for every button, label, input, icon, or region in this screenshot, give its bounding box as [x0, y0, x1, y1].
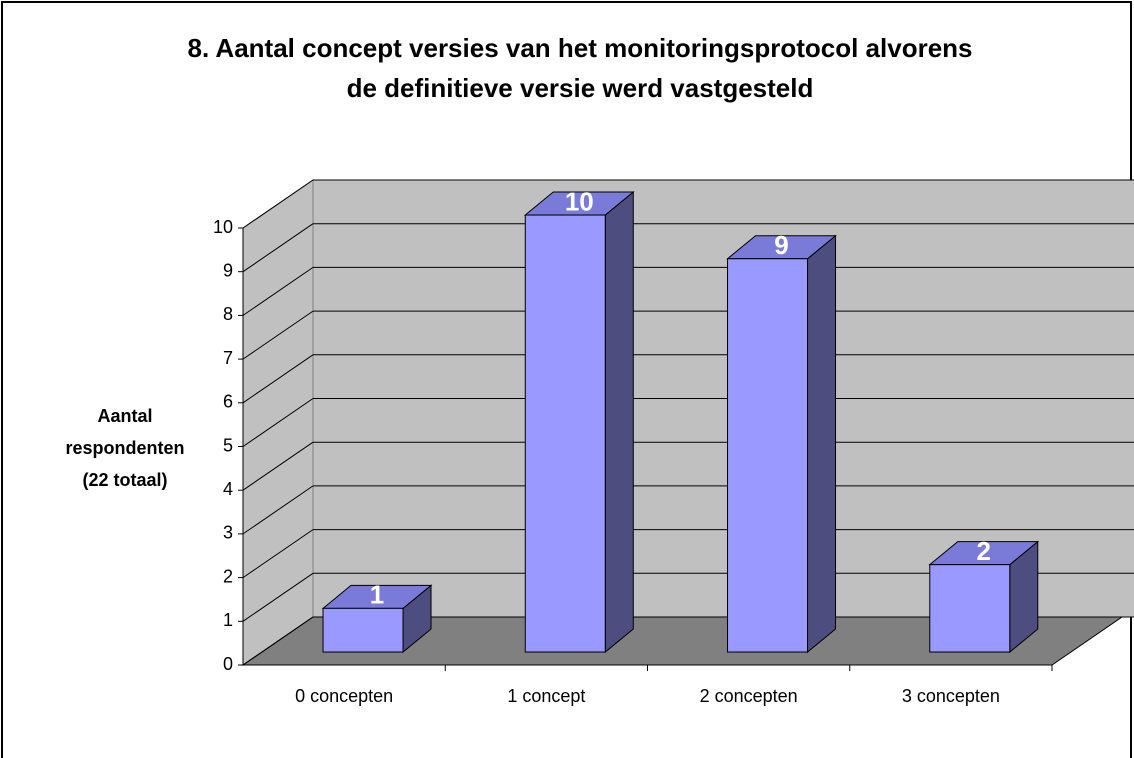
x-tick-label: 1 concept [507, 686, 585, 706]
grid-line [242, 354, 314, 404]
bar [322, 607, 404, 653]
grid-line [242, 179, 314, 229]
grid-line [242, 616, 314, 666]
grid-line [242, 310, 314, 360]
x-tick-label: 2 concepten [700, 686, 798, 706]
chart-title: de definitieve versie werd vastgesteld [347, 73, 814, 103]
y-tick-label: 0 [223, 654, 233, 674]
y-tick-label: 4 [223, 479, 233, 499]
y-tick-label: 2 [223, 566, 233, 586]
bar [524, 214, 606, 653]
y-axis-label: respondenten [65, 438, 184, 458]
y-tick-label: 9 [223, 260, 233, 280]
bar [727, 258, 809, 653]
data-label: 2 [977, 536, 991, 566]
grid-line [242, 485, 314, 535]
y-tick-label: 7 [223, 348, 233, 368]
y-tick-label: 1 [223, 610, 233, 630]
y-tick-label: 5 [223, 435, 233, 455]
data-label: 1 [370, 580, 384, 610]
chart-title: 8. Aantal concept versies van het monito… [187, 33, 972, 63]
bar-side [807, 234, 837, 654]
data-label: 10 [565, 186, 594, 216]
bar [929, 564, 1011, 653]
data-label: 9 [774, 230, 788, 260]
y-tick-label: 10 [213, 217, 233, 237]
grid-line [242, 441, 314, 491]
y-axis-label: Aantal [97, 406, 152, 426]
grid-line [242, 572, 314, 622]
x-tick-label: 3 concepten [902, 686, 1000, 706]
y-axis-label: (22 totaal) [82, 470, 167, 490]
y-tick-label: 8 [223, 304, 233, 324]
y-tick-label: 6 [223, 392, 233, 412]
grid-line [242, 223, 314, 273]
bar-side [604, 190, 634, 654]
x-tick-label: 0 concepten [295, 686, 393, 706]
grid-line [242, 398, 314, 447]
y-tick-label: 3 [223, 523, 233, 543]
grid-line [242, 529, 314, 579]
grid-line [242, 266, 314, 316]
